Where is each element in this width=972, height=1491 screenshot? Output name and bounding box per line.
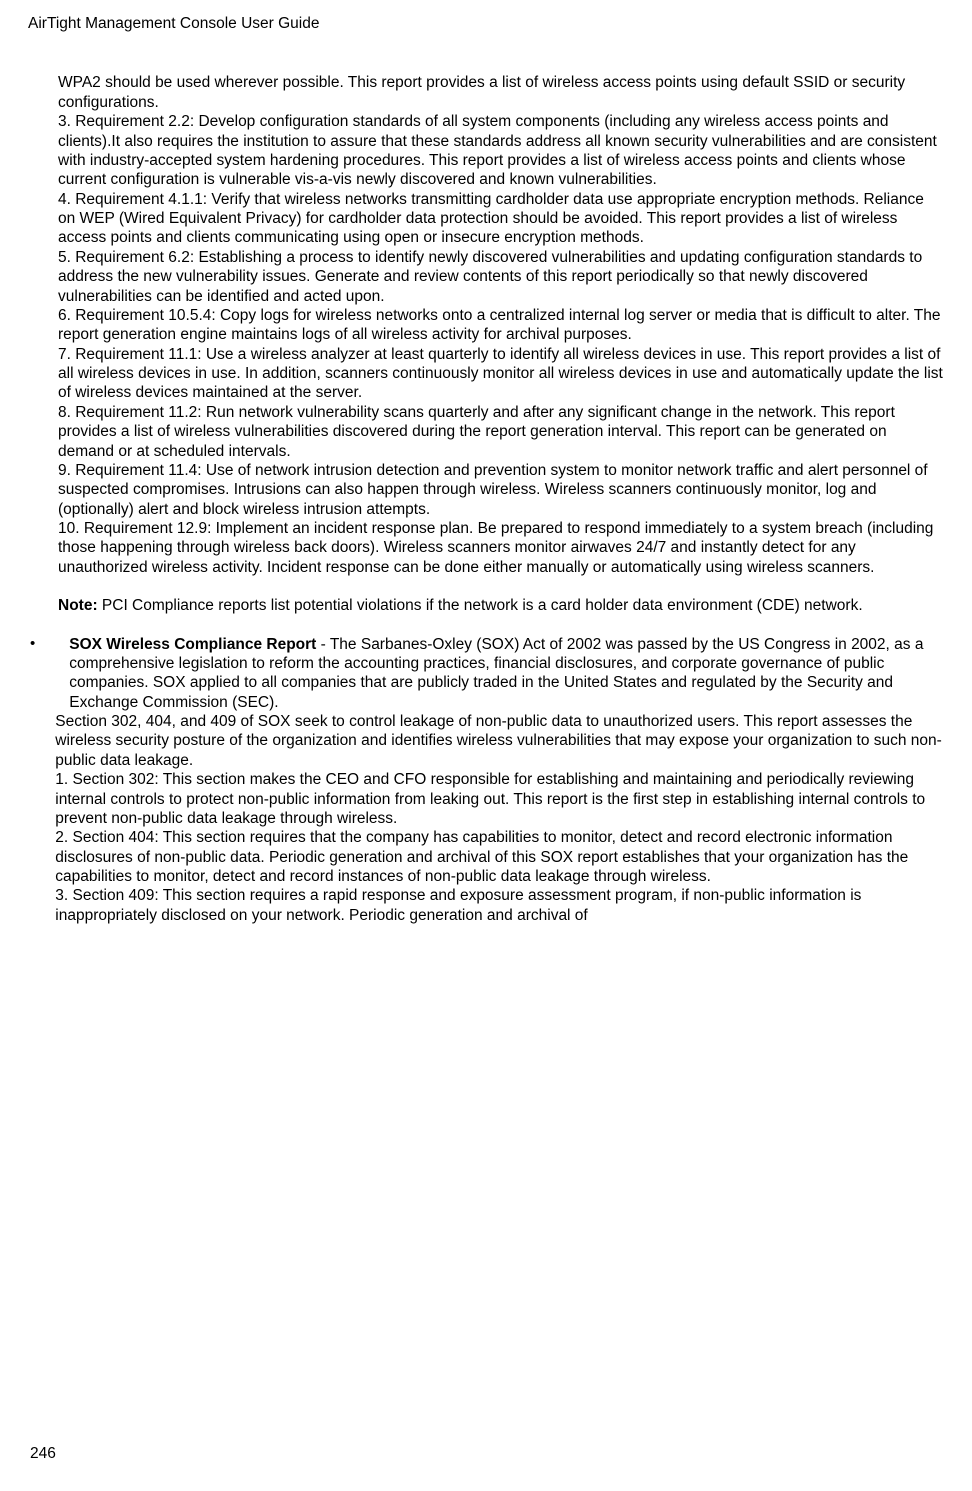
sox-title: SOX Wireless Compliance Report: [69, 636, 316, 653]
pci-requirement-9: 9. Requirement 11.4: Use of network intr…: [58, 461, 944, 519]
page-header: AirTight Management Console User Guide: [28, 14, 944, 33]
pci-requirement-4: 4. Requirement 4.1.1: Verify that wirele…: [58, 190, 944, 248]
note-label: Note:: [58, 597, 98, 614]
document-content: WPA2 should be used wherever possible. T…: [58, 73, 944, 925]
note-text: PCI Compliance reports list potential vi…: [98, 597, 863, 614]
bullet-icon: •: [30, 635, 35, 926]
page-number: 246: [30, 1444, 56, 1463]
pci-requirement-10: 10. Requirement 12.9: Implement an incid…: [58, 519, 944, 577]
sox-section-404: 2. Section 404: This section requires th…: [55, 828, 944, 886]
pci-note: Note: PCI Compliance reports list potent…: [58, 596, 944, 615]
pci-requirement-6: 6. Requirement 10.5.4: Copy logs for wir…: [58, 306, 944, 345]
sox-section-409: 3. Section 409: This section requires a …: [55, 886, 944, 925]
sox-sections-paragraph: Section 302, 404, and 409 of SOX seek to…: [55, 712, 944, 770]
pci-intro-paragraph: WPA2 should be used wherever possible. T…: [58, 73, 944, 112]
pci-requirement-3: 3. Requirement 2.2: Develop configuratio…: [58, 112, 944, 190]
pci-requirement-8: 8. Requirement 11.2: Run network vulnera…: [58, 403, 944, 461]
sox-section: • SOX Wireless Compliance Report - The S…: [58, 635, 944, 926]
sox-section-302: 1. Section 302: This section makes the C…: [55, 770, 944, 828]
sox-intro-paragraph: SOX Wireless Compliance Report - The Sar…: [69, 635, 944, 713]
pci-requirement-7: 7. Requirement 11.1: Use a wireless anal…: [58, 345, 944, 403]
pci-requirement-5: 5. Requirement 6.2: Establishing a proce…: [58, 248, 944, 306]
